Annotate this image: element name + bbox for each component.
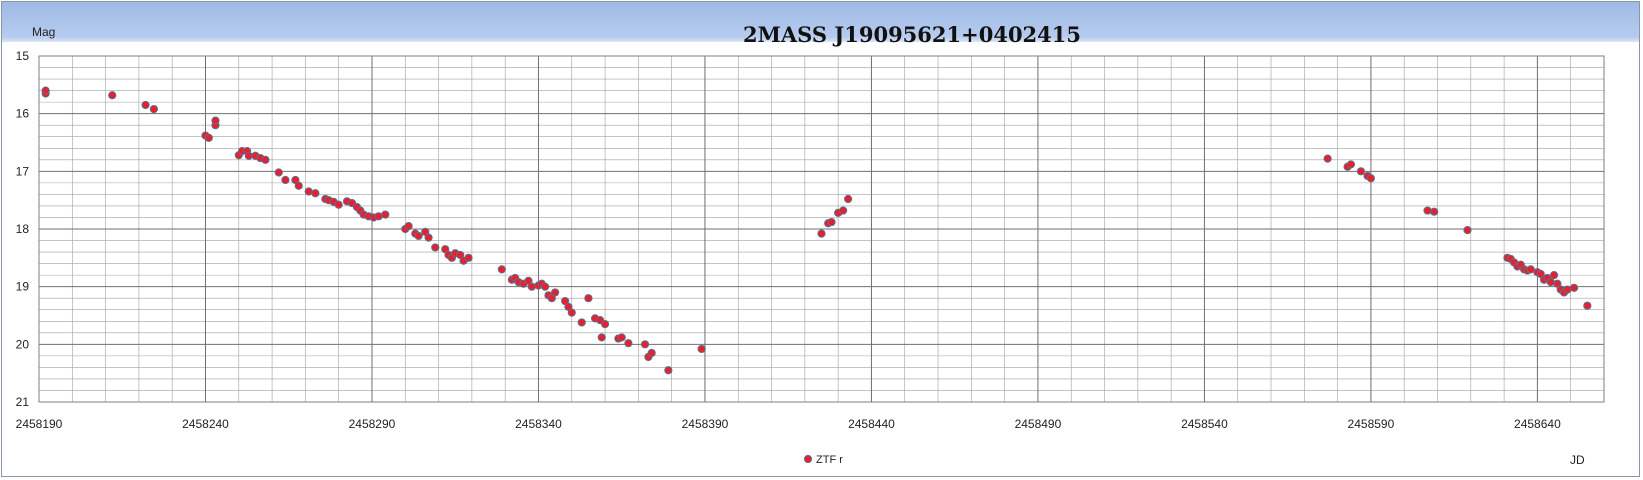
data-point bbox=[600, 320, 610, 329]
data-point bbox=[381, 210, 390, 219]
data-point bbox=[647, 348, 656, 358]
data-point bbox=[844, 194, 853, 204]
y-tick-label: 20 bbox=[16, 337, 30, 351]
data-point bbox=[424, 233, 433, 242]
data-point bbox=[334, 200, 343, 209]
data-point bbox=[211, 116, 220, 125]
data-point bbox=[497, 265, 506, 274]
x-tick-label: 2458490 bbox=[1015, 417, 1062, 431]
data-point bbox=[274, 168, 283, 177]
data-point bbox=[839, 206, 848, 215]
x-tick-label: 2458540 bbox=[1181, 417, 1228, 431]
legend-label: ZTF r bbox=[816, 454, 843, 466]
y-tick-label: 19 bbox=[16, 280, 30, 294]
data-point bbox=[1356, 167, 1366, 176]
data-point bbox=[108, 91, 117, 100]
y-tick-label: 15 bbox=[16, 49, 30, 63]
data-point bbox=[311, 189, 320, 198]
legend: ZTF r bbox=[803, 454, 843, 466]
data-point bbox=[1583, 301, 1592, 310]
x-tick-label: 2458440 bbox=[848, 417, 895, 431]
data-point bbox=[541, 282, 550, 291]
data-point bbox=[464, 253, 473, 262]
data-point bbox=[141, 100, 150, 110]
data-point bbox=[577, 318, 586, 327]
data-point bbox=[281, 175, 290, 185]
data-point bbox=[1563, 285, 1572, 294]
data-point bbox=[597, 333, 606, 342]
data-point bbox=[244, 151, 253, 160]
data-point bbox=[624, 339, 633, 348]
data-point bbox=[304, 187, 313, 196]
y-tick-label: 18 bbox=[16, 222, 30, 236]
data-point bbox=[261, 155, 270, 164]
data-point bbox=[1546, 277, 1555, 287]
x-tick-label: 2458290 bbox=[349, 417, 396, 431]
x-tick-label: 2458590 bbox=[1348, 417, 1395, 431]
data-point bbox=[567, 308, 576, 317]
legend-marker bbox=[803, 454, 813, 464]
data-point bbox=[414, 231, 423, 241]
data-point bbox=[41, 86, 50, 95]
data-point bbox=[1366, 174, 1376, 183]
y-tick-label: 17 bbox=[16, 164, 30, 178]
data-point bbox=[827, 217, 836, 227]
data-point bbox=[431, 243, 440, 252]
x-tick-label: 2458390 bbox=[682, 417, 729, 431]
data-point bbox=[204, 133, 213, 142]
y-tick-label: 21 bbox=[16, 395, 30, 409]
data-point bbox=[1569, 283, 1579, 292]
x-axis-title: JD bbox=[1570, 453, 1585, 467]
data-point bbox=[1549, 271, 1559, 280]
data-point bbox=[1430, 207, 1439, 216]
x-tick-label: 2458240 bbox=[182, 417, 229, 431]
data-point bbox=[294, 181, 303, 190]
x-tick-label: 2458640 bbox=[1514, 417, 1561, 431]
data-point bbox=[1423, 206, 1432, 215]
data-point bbox=[551, 288, 560, 297]
data-point bbox=[1526, 265, 1535, 274]
data-point bbox=[697, 344, 706, 354]
data-point bbox=[584, 294, 593, 303]
data-point bbox=[1463, 226, 1472, 235]
y-tick-label: 16 bbox=[16, 107, 30, 121]
data-point bbox=[617, 333, 626, 342]
data-point bbox=[374, 212, 383, 221]
data-point bbox=[149, 104, 158, 114]
x-tick-label: 2458190 bbox=[16, 417, 63, 431]
plot-border bbox=[38, 55, 1605, 403]
series-ztf-r bbox=[41, 86, 1592, 375]
data-point bbox=[404, 222, 413, 231]
chart-title: 2MASS J19095621+0402415 bbox=[742, 22, 1082, 47]
data-point bbox=[527, 282, 536, 291]
data-point bbox=[1346, 160, 1356, 169]
y-axis-ticks: 15 16 17 18 19 20 21 bbox=[16, 49, 30, 409]
data-point bbox=[640, 340, 650, 349]
x-axis-ticks: 2458190 2458240 2458290 2458340 2458390 24584… bbox=[16, 417, 1561, 431]
data-point bbox=[1323, 154, 1332, 163]
data-point bbox=[664, 366, 673, 375]
data-point bbox=[817, 229, 826, 238]
x-tick-label: 2458340 bbox=[515, 417, 562, 431]
y-axis-title: Mag bbox=[32, 25, 55, 39]
